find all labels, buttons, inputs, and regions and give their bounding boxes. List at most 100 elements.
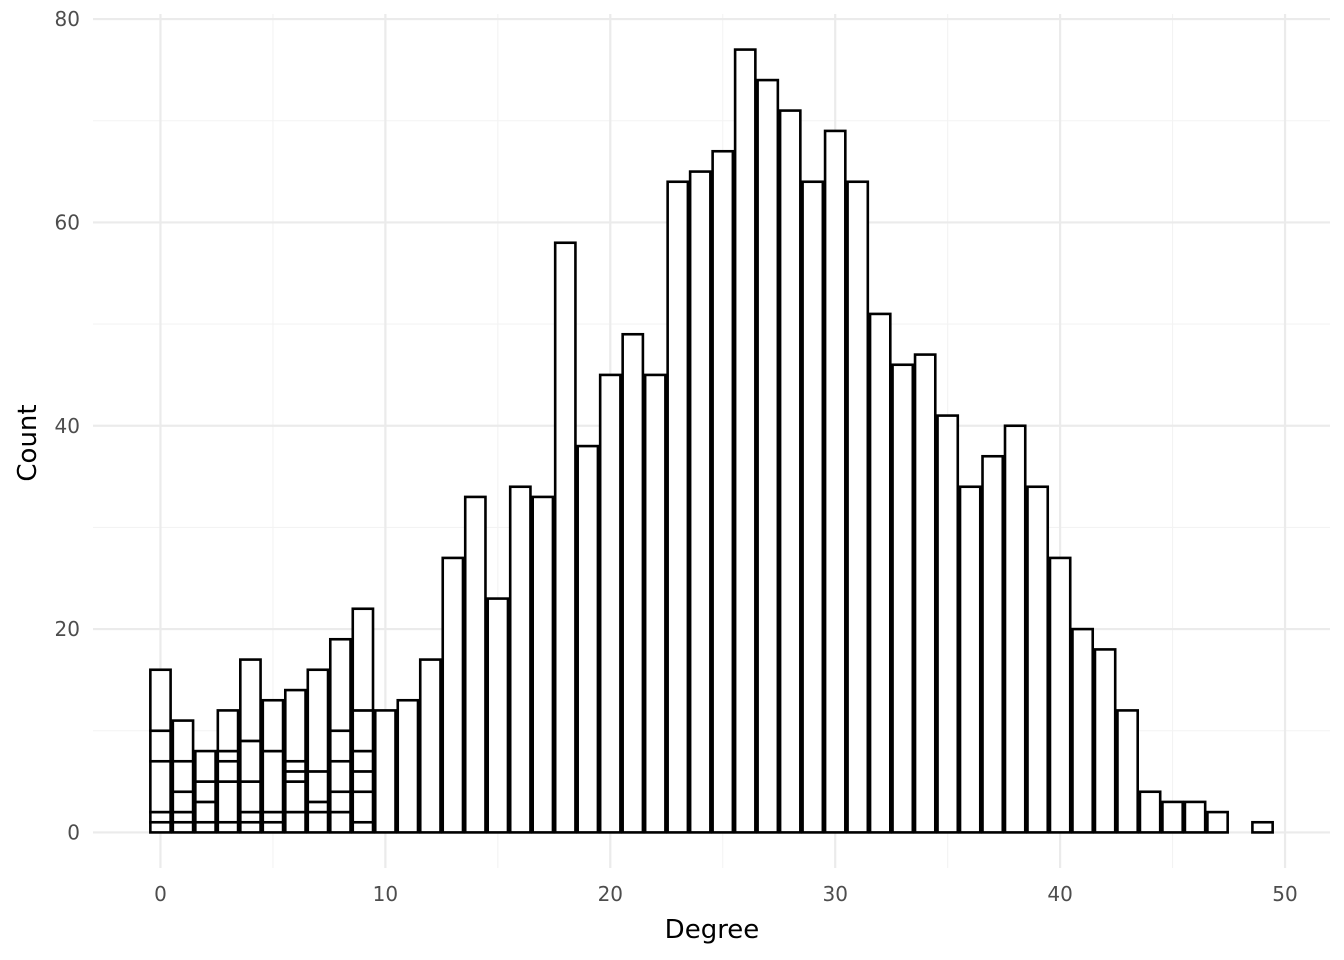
histogram-bar: [239, 658, 262, 743]
histogram-bar: [328, 637, 352, 733]
y-tick-label: 80: [55, 7, 80, 31]
histogram-bar: [171, 810, 195, 824]
histogram-bar: [306, 770, 330, 804]
histogram-bar: [239, 820, 262, 834]
histogram-bar: [328, 810, 352, 834]
histogram-bar: [418, 658, 442, 834]
histogram-bar: [846, 180, 870, 834]
histogram-bar: [171, 790, 195, 814]
histogram-bar: [1003, 424, 1027, 834]
histogram-bar: [261, 810, 285, 824]
x-tick-label: 0: [154, 882, 167, 906]
histogram-bar: [283, 810, 307, 834]
histogram-bar: [306, 810, 330, 834]
histogram-bar: [958, 485, 982, 834]
histogram-bar: [756, 78, 780, 834]
histogram-bar: [216, 709, 240, 753]
histogram-bar: [1048, 556, 1072, 834]
histogram-bar: [711, 149, 735, 834]
histogram-bar: [576, 444, 600, 834]
histogram-bar: [351, 709, 375, 753]
y-tick-label: 60: [55, 210, 80, 234]
y-axis-tick-labels: 0 20 40 60 80: [55, 7, 80, 844]
histogram-bar: [553, 241, 577, 834]
histogram-bar: [239, 780, 262, 814]
histogram-bar: [171, 820, 195, 834]
histogram-bar: [194, 749, 217, 783]
histogram-bar: [1026, 485, 1050, 834]
histogram-bar: [306, 668, 330, 773]
histogram-bar: [1093, 648, 1117, 834]
histogram-bar: [328, 759, 352, 794]
histogram-bar: [373, 709, 397, 834]
histogram-bar: [216, 759, 240, 783]
histogram-bar: [194, 780, 217, 804]
histogram-bar: [194, 800, 217, 824]
histogram-bar: [351, 770, 375, 794]
histogram-bar: [1206, 810, 1229, 834]
histogram-bar: [1161, 800, 1184, 834]
histogram-bar: [688, 170, 712, 834]
histogram-bar: [171, 719, 195, 763]
histogram-bar: [216, 820, 240, 834]
histogram-bar: [1071, 627, 1095, 834]
histogram-bar: [261, 820, 285, 834]
histogram-bar: [149, 759, 172, 814]
x-axis-tick-labels: 0 10 20 30 40 50: [154, 882, 1298, 906]
x-tick-label: 10: [373, 882, 398, 906]
histogram-bar: [149, 810, 172, 824]
histogram-bar: [981, 454, 1005, 834]
histogram-bar: [149, 668, 172, 733]
histogram-bar: [149, 729, 172, 763]
y-tick-label: 0: [67, 820, 80, 844]
histogram-bar: [643, 373, 667, 834]
histogram-bar: [621, 332, 645, 834]
histogram-bar: [463, 495, 487, 834]
histogram-bar: [328, 790, 352, 814]
bars-layer: [149, 48, 1274, 834]
histogram-bar: [778, 109, 802, 834]
histogram-bar: [351, 790, 375, 824]
histogram-bar: [261, 698, 285, 753]
y-tick-label: 40: [55, 414, 80, 438]
histogram-bar: [868, 312, 892, 834]
histogram-bar: [531, 495, 555, 834]
histogram-bar: [283, 770, 307, 783]
histogram-bar: [936, 414, 960, 834]
histogram-bar: [1183, 800, 1207, 834]
histogram-bar: [306, 800, 330, 814]
x-tick-label: 20: [598, 882, 623, 906]
histogram-bar: [486, 597, 510, 834]
histogram-bar: [283, 780, 307, 814]
histogram-bar: [913, 353, 937, 834]
histogram-bar: [733, 48, 757, 834]
histogram-bar: [1251, 820, 1274, 834]
histogram-bar: [1116, 709, 1140, 834]
x-tick-label: 30: [822, 882, 847, 906]
histogram-bar: [801, 180, 825, 834]
histogram-bar: [328, 729, 352, 763]
histogram-bar: [283, 688, 307, 763]
x-tick-label: 40: [1047, 882, 1072, 906]
histogram-bar: [351, 749, 375, 773]
y-axis-title: Count: [13, 404, 43, 481]
y-tick-label: 20: [55, 617, 80, 641]
histogram-bar: [261, 749, 285, 814]
histogram-bar: [216, 749, 240, 763]
histogram-bar: [441, 556, 465, 834]
histogram-bar: [1138, 790, 1162, 834]
histogram-bar: [351, 820, 375, 834]
histogram-bar: [351, 607, 375, 712]
histogram-bar: [396, 698, 420, 834]
histogram-bar: [666, 180, 690, 834]
x-axis-title: Degree: [665, 915, 760, 945]
histogram-bar: [216, 780, 240, 824]
histogram-bar: [239, 739, 262, 783]
histogram-bar: [239, 810, 262, 824]
histogram-bar: [891, 363, 915, 834]
histogram-bar: [283, 759, 307, 773]
histogram-bar: [823, 129, 847, 834]
x-tick-label: 50: [1272, 882, 1297, 906]
histogram-bar: [149, 820, 172, 834]
